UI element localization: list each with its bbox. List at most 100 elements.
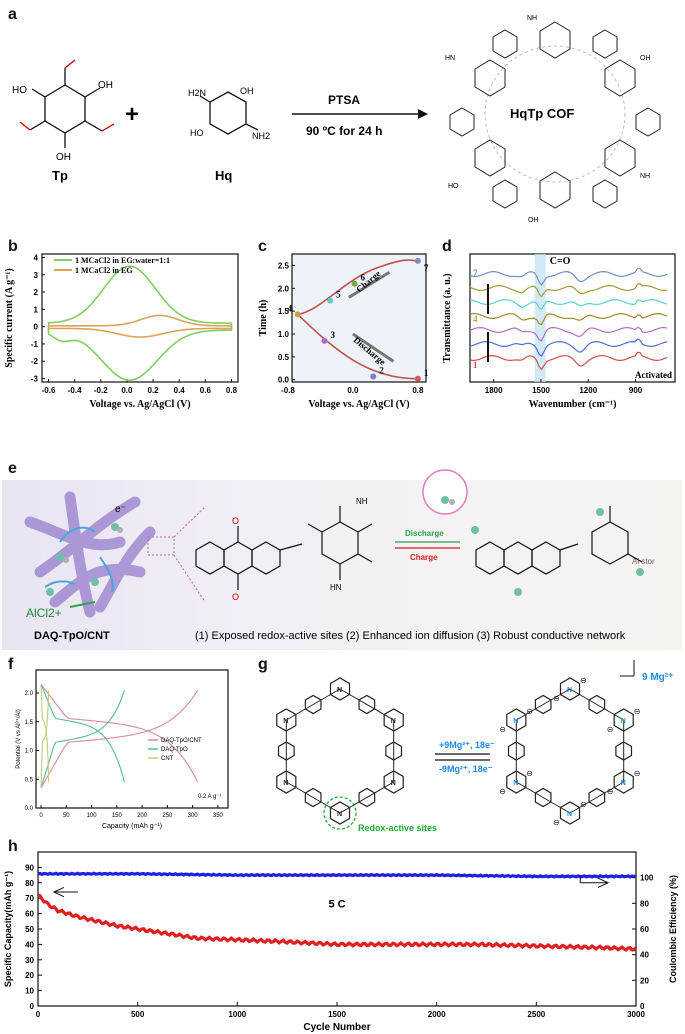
y-tick-right-label: 60 [640,925,649,934]
x-tick-label: 3000 [627,1010,645,1019]
panel-label-e: e [8,460,17,477]
phenyl-ring [304,694,322,715]
framework-link [569,688,624,721]
x-axis-label: Voltage vs. Ag/AgCl (V) [308,399,409,410]
y-tick-label: 0.0 [25,806,34,812]
phenyl-ring [385,741,403,761]
panel-label-f: f [8,656,14,673]
tpo-nh-top: NH [356,497,368,506]
left-axis-arrowhead [52,886,65,898]
y-tick-label: 0 [34,323,39,332]
panel-b: b -0.6 -0.4 -0.2 0.0 0.2 0.4 0.6 0.8 -3 -2 -1 0 1 2 3 4… [0,236,250,418]
chart-b: -0.6 -0.4 -0.2 0.0 0.2 0.4 0.6 0.8 -3 -2 -1 0 1 2 3 4 Vo… [4,253,239,410]
chart-d-frame [469,253,676,383]
x-axis-label: Voltage vs. Ag/AgCl (V) [89,399,190,410]
ftir-curve-4 [469,313,668,326]
x-tick-label: 0 [39,813,43,819]
y-tick-left-label: 60 [25,910,34,919]
triazine-ring [276,708,297,732]
x-axis-label: Wavenumber (cm⁻¹) [529,399,617,410]
chart-d: C=O 1800 1500 1200 900 Wavenumber (cm⁻¹) Trans… [442,253,676,410]
y-tick-left-label: 0 [30,1002,35,1011]
x-tick-label: 1200 [579,386,597,395]
x-tick-label: 150 [112,813,123,819]
x-tick-label: 300 [188,813,199,819]
rate-label: 0.2 A g⁻¹ [198,794,222,800]
cof-nh-2: NH [640,173,650,180]
y-tick-left-label: 80 [25,879,34,888]
panel-label-c: c [258,238,267,255]
legend-entry: DAQ-TpO [161,747,188,753]
right-axis-arrowhead [597,877,610,888]
curve-label-7: 7 [473,268,478,278]
y-tick-label: 2 [34,288,39,297]
charge-label: Charge [410,553,438,562]
hq-oh: OH [240,86,254,96]
triazine-ring [559,801,581,825]
panel-c: c -0.8 0.0 0.8 0.0 0.5 1.0 1.5 2.0 2.5 Voltage vs… [256,236,436,418]
panel-h: h 0 500 1000 1500 2000 2500 3000 0 10 20 30 40 50 60 7… [0,838,685,1034]
tp-oh-bottom: OH [56,152,71,163]
y-tick-right-label: 40 [640,951,649,960]
ftir-curve-7 [469,267,668,286]
chart-h: 0 500 1000 1500 2000 2500 30000102030405060708… [3,851,678,1033]
state-label-3: 3 [330,330,335,340]
x-tick-label: 500 [131,1010,145,1019]
co-band-label: C=O [550,256,571,267]
framework-link [569,781,624,814]
phenyl-ring [358,787,376,808]
panel-g: g N N N N N N N ⊖ ⊖ N ⊖ ⊖ N ⊖ ⊖ N ⊖ ⊖ N ⊖ ⊖ N ⊖ ⊖ Redox-active s… [250,656,685,840]
rate-label: 5 C [328,898,345,910]
y-tick-label: -1 [31,340,39,349]
panel-a: a HO OH OH Tp + H2N OH HO NH2 Hq PT [0,0,685,230]
anion-charge: ⊖ [526,769,533,778]
activated-label: Activated [635,370,672,380]
panel-label-a: a [8,6,17,23]
cof-nh-1: NH [527,15,537,22]
y-tick-label: 2.0 [25,691,34,697]
ftir-curve-5 [469,299,668,311]
redox-label: Redox-active sites [358,823,437,833]
x-tick-label: 0.8 [226,386,238,395]
x-tick-label: 350 [213,813,224,819]
y-tick-label: 3 [34,271,39,280]
triazine-n: N [513,780,518,787]
state-point-1 [414,375,421,382]
phenyl-ring [615,741,633,761]
hq-label: Hq [215,168,232,183]
reverse-label: -9Mg²⁺, 18e⁻ [439,764,493,774]
framework-link [516,688,571,721]
y-tick-left-label: 90 [25,863,34,872]
cof-ho-1: HO [448,183,459,190]
y-axis-left-label: Specific Capacity(mAh g⁻¹) [3,871,13,987]
discharge-curve-DAQ-TpO/CNT [40,684,199,783]
triazine-n: N [337,687,342,694]
triazine-n: N [283,780,288,787]
y-tick-label: 1.0 [278,330,290,339]
anion-charge: ⊖ [553,694,560,703]
cnt-bundle [24,491,156,618]
efficiency-trace [37,871,637,879]
anion-charge: ⊖ [634,769,641,778]
x-tick-label: -0.4 [68,386,82,395]
y-tick-label: 1 [34,305,39,314]
phenyl-ring [588,694,606,715]
x-tick-label: 250 [162,813,173,819]
triazine-n: N [391,718,396,725]
cof-oh-1: OH [640,55,651,62]
panel-label-g: g [258,656,268,673]
zoom-bubble [422,469,468,515]
ftir-curve-1 [469,351,668,371]
tp-label: Tp [52,168,68,183]
charge-curve-DAQ-TpO [40,689,125,789]
x-tick-label: 200 [137,813,148,819]
phenyl-ring [304,787,322,808]
time-voltage-curve [295,259,418,380]
tp-molecule [19,59,115,148]
ion-arrow [69,601,96,608]
triazine-ring [383,708,404,732]
side-text: Al stor [632,557,655,566]
x-axis-label: Capacity (mAh g⁻¹) [102,823,162,830]
charge-curve-DAQ-TpO/CNT [40,689,199,789]
hq-h2n: H2N [188,88,206,98]
